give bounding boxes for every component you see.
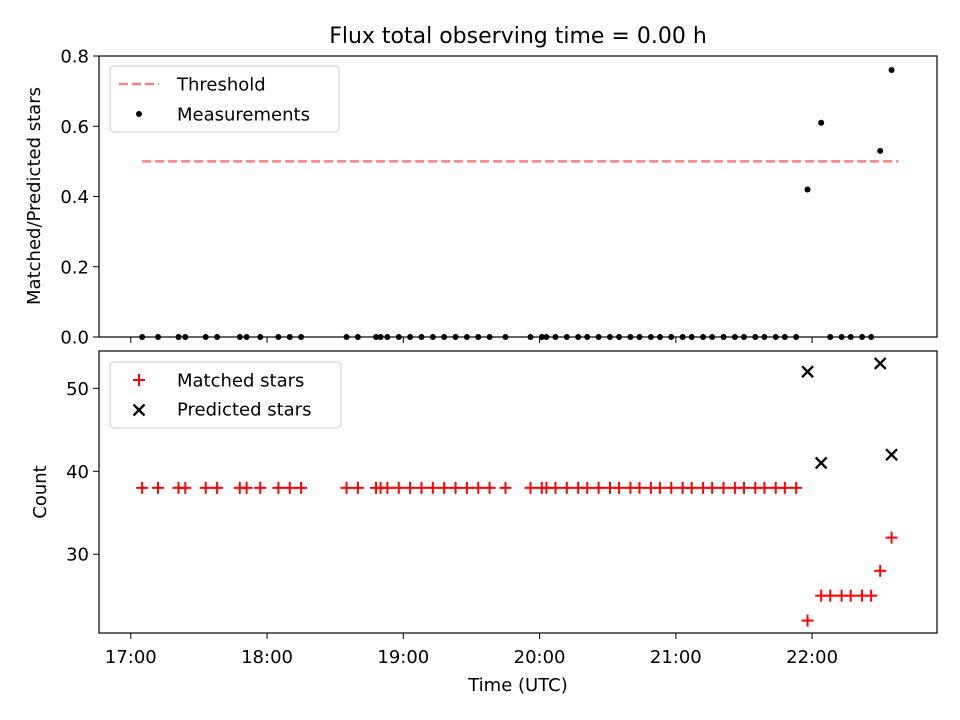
legend-predicted-label: Predicted stars (177, 400, 311, 421)
matched-star-point (737, 481, 750, 494)
matched-star-point (415, 481, 428, 494)
x-tick-label: 18:00 (241, 647, 293, 668)
matched-star-point (295, 481, 308, 494)
measurement-point (818, 119, 825, 126)
matched-star-point (581, 481, 594, 494)
bottom-panel: 30 40 50 17:00 18:00 19:00 20:00 21:00 22:00 Cou… (30, 350, 938, 696)
bottom-y-tick-label: 40 (66, 462, 89, 483)
x-tick-label: 22:00 (786, 647, 838, 668)
predicted-star-point (873, 357, 887, 370)
matched-star-point (272, 481, 285, 494)
matched-star-point (199, 481, 212, 494)
matched-star-point (472, 481, 485, 494)
x-tick-label: 19:00 (377, 647, 429, 668)
matched-star-point (392, 481, 405, 494)
matched-star-point (549, 481, 562, 494)
legend-matched-label: Matched stars (177, 371, 304, 392)
cross-b (885, 448, 898, 461)
matched-star-point (717, 481, 730, 494)
bottom-legend-box (109, 361, 342, 429)
matched-star-point (340, 481, 353, 494)
matched-star-point (152, 481, 165, 494)
matched-star-point (865, 589, 878, 602)
cross-b (132, 403, 146, 417)
matched-star-point (613, 481, 626, 494)
top-y-axis-label: Matched/Predicted stars (24, 87, 45, 305)
bottom-y-tick-label: 30 (66, 545, 89, 566)
top-plot-area: 0.0 0.2 0.4 0.6 0.8 (60, 47, 938, 349)
bottom-y-axis-label: Count (30, 465, 51, 518)
legend-matched-swatch (133, 374, 145, 386)
matched-star-point (844, 589, 857, 602)
x-tick-label: 20:00 (514, 647, 566, 668)
matched-star-point (706, 481, 719, 494)
x-tick-label: 21:00 (650, 647, 702, 668)
matched-star-point (449, 481, 462, 494)
top-panel: Flux total observing time = 0.00 h 0.00.… (24, 24, 938, 349)
bottom-y-tick-label: 50 (66, 379, 89, 400)
cross-b (801, 365, 814, 379)
top-y-tick-label: 0.0 (60, 328, 89, 349)
matched-star-point (404, 481, 417, 494)
matched-star-point (885, 531, 898, 544)
matched-star-point (460, 481, 473, 494)
top-y-tick-label: 0.4 (60, 187, 89, 208)
matched-star-point (426, 481, 439, 494)
legend-measurements-swatch (136, 111, 142, 117)
legend-predicted-swatch (132, 403, 146, 417)
legend-plus (133, 374, 145, 386)
matched-star-point (438, 481, 451, 494)
matched-star-point (790, 481, 803, 494)
bottom-axes-frame (98, 350, 938, 634)
matched-star-point (592, 481, 605, 494)
matched-star-point (283, 481, 296, 494)
legend-cross (132, 403, 146, 417)
matched-star-point (824, 589, 837, 602)
measurement-point (888, 67, 895, 74)
predicted-star-point (814, 456, 828, 470)
matched-star-point (874, 564, 887, 577)
top-axes-frame (98, 55, 938, 338)
matched-star-point (665, 481, 678, 494)
matched-star-point (351, 481, 364, 494)
bottom-plot-area: 30 40 50 17:00 18:00 19:00 20:00 21:00 22:00 (66, 350, 938, 668)
cross-b (873, 357, 887, 370)
matched-star-point (778, 481, 791, 494)
bottom-legend: Matched stars Predicted stars (109, 361, 342, 429)
matched-star-point (483, 481, 496, 494)
matched-star-point (240, 481, 253, 494)
matched-star-point (633, 481, 646, 494)
top-y-tick-label: 0.6 (60, 117, 89, 138)
top-legend-box (109, 65, 340, 133)
predicted-star-point (801, 365, 814, 379)
legend-threshold-label: Threshold (176, 75, 266, 96)
measurement-point (877, 147, 884, 154)
top-y-tick-label: 0.8 (60, 47, 89, 68)
matched-star-point (560, 481, 573, 494)
matched-star-point (801, 614, 814, 627)
matched-star-point (179, 481, 192, 494)
x-tick-label: 17:00 (105, 647, 157, 668)
predicted-star-point (885, 448, 898, 461)
top-legend: Threshold Measurements (109, 65, 340, 133)
matched-star-point (254, 481, 267, 494)
matched-star-point (685, 481, 698, 494)
cross-b (814, 456, 828, 470)
matched-star-point (524, 481, 537, 494)
matched-star-point (653, 481, 666, 494)
matched-star-point (381, 481, 394, 494)
matched-star-point (136, 481, 149, 494)
matched-star-point (499, 481, 512, 494)
matched-star-point (211, 481, 224, 494)
x-axis-label: Time (UTC) (467, 675, 568, 696)
top-y-tick-label: 0.2 (60, 257, 89, 278)
measurement-point (804, 186, 811, 193)
legend-measurements-label: Measurements (177, 105, 310, 126)
matched-star-point (758, 481, 771, 494)
chart-title: Flux total observing time = 0.00 h (329, 24, 707, 49)
